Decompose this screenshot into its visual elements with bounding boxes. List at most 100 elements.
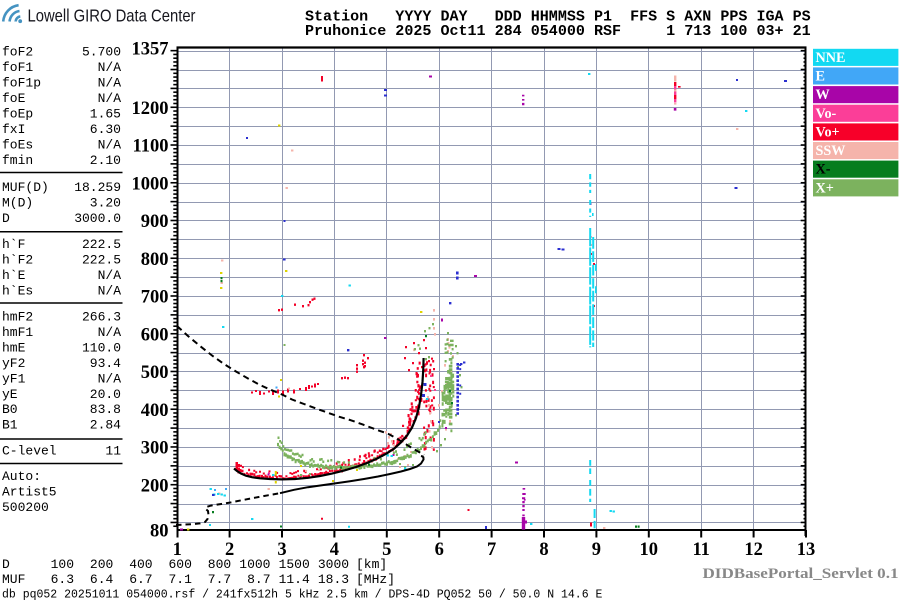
svg-text:foEs: foEs <box>2 137 33 152</box>
svg-text:600: 600 <box>141 325 169 345</box>
svg-text:NNE: NNE <box>816 50 846 66</box>
svg-text:83.8: 83.8 <box>90 402 121 417</box>
svg-text:6.3: 6.3 <box>51 572 74 587</box>
svg-text:Vo+: Vo+ <box>816 125 840 141</box>
svg-text:800: 800 <box>208 557 231 572</box>
svg-text:3000.0: 3000.0 <box>74 211 121 226</box>
svg-text:11.4: 11.4 <box>279 572 310 587</box>
svg-text:3000: 3000 <box>318 557 349 572</box>
svg-text:3: 3 <box>277 540 286 560</box>
svg-text:5: 5 <box>382 540 391 560</box>
svg-text:DIDBasePortal_Servlet 0.1: DIDBasePortal_Servlet 0.1 <box>703 565 899 582</box>
svg-text:7: 7 <box>487 540 496 560</box>
svg-text:N/A: N/A <box>98 371 122 386</box>
svg-text:foEp: foEp <box>2 107 33 122</box>
svg-text:12: 12 <box>744 540 763 560</box>
svg-text:5.700: 5.700 <box>82 45 121 60</box>
svg-text:2: 2 <box>225 540 234 560</box>
svg-text:20.0: 20.0 <box>90 387 121 402</box>
svg-text:10: 10 <box>640 540 659 560</box>
svg-text:1.65: 1.65 <box>90 107 121 122</box>
svg-text:D: D <box>2 557 10 572</box>
svg-text:Pruhonice 2025 Oct11 284 05400: Pruhonice 2025 Oct11 284 054000 RSF 1 71… <box>305 22 811 40</box>
svg-text:400: 400 <box>141 401 169 421</box>
svg-text:222.5: 222.5 <box>82 237 121 252</box>
svg-text:1500: 1500 <box>279 557 310 572</box>
svg-text:3.20: 3.20 <box>90 196 121 211</box>
svg-text:C-level: C-level <box>2 444 57 459</box>
svg-text:222.5: 222.5 <box>82 253 121 268</box>
svg-text:B1: B1 <box>2 418 18 433</box>
svg-text:h`F2: h`F2 <box>2 253 33 268</box>
svg-text:foF1p: foF1p <box>2 76 41 91</box>
svg-text:yE: yE <box>2 387 18 402</box>
svg-text:N/A: N/A <box>98 137 122 152</box>
svg-text:N/A: N/A <box>98 268 122 283</box>
svg-text:foE: foE <box>2 91 26 106</box>
svg-text:hmF1: hmF1 <box>2 325 33 340</box>
svg-text:X-: X- <box>816 162 831 178</box>
svg-text:110.0: 110.0 <box>82 340 121 355</box>
svg-text:2.10: 2.10 <box>90 153 121 168</box>
svg-text:18.259: 18.259 <box>74 180 121 195</box>
svg-text:yF1: yF1 <box>2 371 26 386</box>
svg-text:Auto:: Auto: <box>2 469 41 484</box>
svg-text:1357: 1357 <box>132 40 169 60</box>
svg-text:8: 8 <box>539 540 548 560</box>
svg-text:500200: 500200 <box>2 500 49 515</box>
svg-text:MUF: MUF <box>2 572 25 587</box>
svg-text:1000: 1000 <box>132 174 169 194</box>
svg-text:N/A: N/A <box>98 60 122 75</box>
svg-text:80: 80 <box>150 522 169 542</box>
svg-text:900: 900 <box>141 212 169 232</box>
svg-text:11: 11 <box>105 444 121 459</box>
svg-text:300: 300 <box>141 439 169 459</box>
svg-text:8.7: 8.7 <box>247 572 270 587</box>
svg-text:600: 600 <box>168 557 191 572</box>
svg-text:SSW: SSW <box>816 143 846 159</box>
svg-text:6.30: 6.30 <box>90 122 121 137</box>
svg-text:hmE: hmE <box>2 340 26 355</box>
svg-text:M(D): M(D) <box>2 196 33 211</box>
svg-text:foF1: foF1 <box>2 60 33 75</box>
svg-text:Vo-: Vo- <box>816 106 837 122</box>
svg-text:Artist5: Artist5 <box>2 485 57 500</box>
svg-text:100: 100 <box>51 557 74 572</box>
svg-text:foF2: foF2 <box>2 45 33 60</box>
svg-text:6.4: 6.4 <box>90 572 114 587</box>
svg-text:200: 200 <box>90 557 113 572</box>
svg-text:Station YYYY DAY DDD HHMMS: Station YYYY DAY DDD HHMMSS P1 FFS S AXN… <box>305 8 811 26</box>
svg-text:1200: 1200 <box>132 99 169 119</box>
svg-text:1000: 1000 <box>239 557 270 572</box>
svg-text:Lowell GIRO Data Center: Lowell GIRO Data Center <box>28 6 196 26</box>
svg-text:200: 200 <box>141 476 169 496</box>
svg-text:db pq052 20251011 054000.rsf /: db pq052 20251011 054000.rsf / 241fx512h… <box>2 589 602 600</box>
svg-text:500: 500 <box>141 363 169 383</box>
svg-text:N/A: N/A <box>98 76 122 91</box>
svg-text:[MHz]: [MHz] <box>356 572 395 587</box>
svg-text:266.3: 266.3 <box>82 310 121 325</box>
svg-text:N/A: N/A <box>98 284 122 299</box>
svg-text:[km]: [km] <box>356 557 387 572</box>
svg-text:h`Es: h`Es <box>2 284 33 299</box>
svg-text:9: 9 <box>592 540 601 560</box>
svg-text:W: W <box>816 87 830 103</box>
svg-text:MUF(D): MUF(D) <box>2 180 49 195</box>
svg-text:93.4: 93.4 <box>90 356 121 371</box>
svg-text:18.3: 18.3 <box>318 572 349 587</box>
svg-text:B0: B0 <box>2 402 18 417</box>
svg-text:hmF2: hmF2 <box>2 310 33 325</box>
svg-text:fmin: fmin <box>2 153 33 168</box>
svg-text:700: 700 <box>141 288 169 308</box>
svg-text:h`F: h`F <box>2 237 25 252</box>
svg-text:1: 1 <box>173 540 182 560</box>
svg-text:6.7: 6.7 <box>129 572 152 587</box>
svg-text:X+: X+ <box>816 180 834 196</box>
svg-text:13: 13 <box>797 540 816 560</box>
svg-text:2.84: 2.84 <box>90 418 121 433</box>
svg-text:fxI: fxI <box>2 122 25 137</box>
svg-text:11: 11 <box>692 540 709 560</box>
svg-text:N/A: N/A <box>98 325 122 340</box>
svg-text:yF2: yF2 <box>2 356 25 371</box>
svg-text:1100: 1100 <box>133 137 169 157</box>
